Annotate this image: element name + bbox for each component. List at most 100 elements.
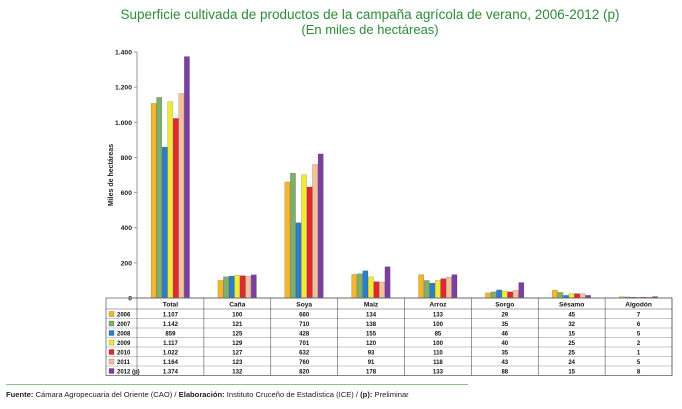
bar-2-7 (557, 292, 564, 299)
category-label-8: Algodón (625, 302, 652, 309)
bar-6-6 (512, 290, 519, 299)
legend-label-2: 2007 (117, 322, 131, 328)
legend-swatch-6 (108, 358, 115, 365)
bar-2-6 (490, 291, 497, 299)
bar-6-7 (579, 293, 586, 299)
data-label-6-4: 91 (368, 360, 375, 366)
bar-7-2 (250, 274, 257, 299)
data-label-3-5: 85 (435, 331, 442, 337)
bar-6-4 (379, 281, 385, 299)
data-label-6-7: 24 (568, 360, 575, 366)
data-label-4-6: 40 (501, 341, 508, 347)
data-label-5-7: 25 (568, 350, 575, 356)
legend-swatch-4 (108, 339, 115, 346)
data-label-7-8: 8 (637, 369, 641, 375)
data-label-3-1: 859 (165, 331, 176, 337)
bar-3-3 (295, 222, 302, 299)
data-label-5-2: 127 (232, 350, 243, 356)
bar-3-2 (228, 275, 235, 299)
chart-subtitle: (En miles de hectáreas) (301, 22, 439, 37)
bar-4-7 (568, 293, 575, 299)
data-label-2-3: 710 (299, 322, 310, 328)
bar-4-5 (434, 280, 441, 299)
data-label-2-7: 32 (568, 322, 575, 328)
bar-1-2 (217, 280, 224, 299)
data-label-2-8: 6 (637, 322, 641, 328)
y-tick-label: 1.200 (115, 85, 132, 92)
bar-6-2 (245, 276, 252, 299)
elaboration-label: Elaboración: (178, 390, 225, 399)
data-label-4-8: 2 (637, 341, 641, 347)
data-label-5-1: 1.022 (163, 350, 179, 356)
bar-2-3 (290, 173, 296, 299)
bar-5-4 (373, 281, 380, 299)
data-label-4-7: 25 (568, 341, 575, 347)
legend-swatch-1 (108, 311, 115, 317)
data-label-6-3: 760 (299, 360, 310, 366)
data-label-6-2: 123 (232, 360, 243, 366)
data-label-7-5: 133 (433, 369, 444, 375)
data-label-5-8: 1 (637, 350, 641, 356)
data-label-7-7: 15 (568, 369, 575, 375)
source-note: Fuente: Cámara Agropecuaria del Oriente … (6, 390, 409, 399)
bar-7-5 (451, 274, 458, 299)
data-label-4-5: 100 (433, 341, 444, 347)
data-label-7-3: 820 (299, 369, 310, 375)
data-label-3-8: 5 (637, 331, 641, 337)
bar-3-4 (362, 270, 369, 299)
data-label-1-5: 133 (433, 312, 444, 318)
y-axis-title: Miles de hectáreas (108, 144, 115, 206)
bar-2-5 (423, 280, 430, 299)
y-tick-label: 200 (121, 260, 133, 267)
bar-5-6 (507, 291, 514, 299)
bar-2-4 (357, 273, 363, 299)
bar-5-7 (574, 293, 580, 299)
category-label-3: Soya (296, 302, 312, 309)
bar-3-5 (429, 282, 436, 299)
bar-7-4 (384, 266, 391, 299)
preliminary-label: (p): (360, 390, 373, 399)
bar-3-6 (496, 289, 502, 299)
data-label-5-5: 110 (433, 350, 443, 356)
legend-label-7: 2012 (p) (117, 369, 140, 375)
data-label-2-6: 35 (501, 322, 508, 328)
bar-6-5 (446, 277, 452, 299)
legend-label-4: 2009 (117, 341, 131, 347)
data-label-1-1: 1.107 (163, 312, 179, 318)
data-label-1-6: 29 (501, 312, 508, 318)
legend-label-6: 2011 (117, 360, 131, 366)
bar-4-2 (234, 275, 240, 299)
data-label-1-2: 100 (232, 312, 243, 318)
category-label-6: Sorgo (495, 302, 514, 309)
y-tick-label: 800 (121, 155, 133, 162)
bar-1-6 (485, 292, 491, 299)
bar-4-3 (301, 174, 307, 299)
source-label: Fuente: (6, 390, 34, 399)
legend-swatch-7 (108, 368, 115, 374)
data-label-4-3: 701 (299, 341, 310, 347)
bar-1-3 (284, 181, 291, 299)
category-label-1: Total (163, 302, 178, 309)
bar-4-1 (167, 101, 174, 299)
category-label-7: Sésamo (559, 302, 584, 309)
y-tick-label: 1.000 (115, 120, 132, 127)
data-label-6-5: 118 (433, 360, 443, 366)
data-label-3-7: 15 (568, 331, 575, 337)
data-label-6-8: 5 (637, 360, 641, 366)
data-label-4-2: 129 (232, 341, 243, 347)
bar-6-1 (178, 93, 185, 299)
category-label-4: Maíz (364, 302, 379, 309)
data-label-3-6: 46 (501, 331, 508, 337)
legend-label-5: 2010 (117, 350, 131, 356)
legend-label-3: 2008 (117, 331, 131, 337)
legend-swatch-3 (108, 330, 115, 336)
chart-title: Superficie cultivada de productos de la … (120, 7, 620, 22)
bar-2-2 (223, 276, 229, 299)
legend-swatch-2 (108, 320, 115, 327)
data-label-1-3: 660 (299, 312, 310, 318)
data-label-6-1: 1.164 (163, 360, 179, 366)
bar-5-1 (173, 118, 179, 299)
category-label-2: Caña (229, 302, 245, 309)
source-divider (6, 384, 468, 385)
